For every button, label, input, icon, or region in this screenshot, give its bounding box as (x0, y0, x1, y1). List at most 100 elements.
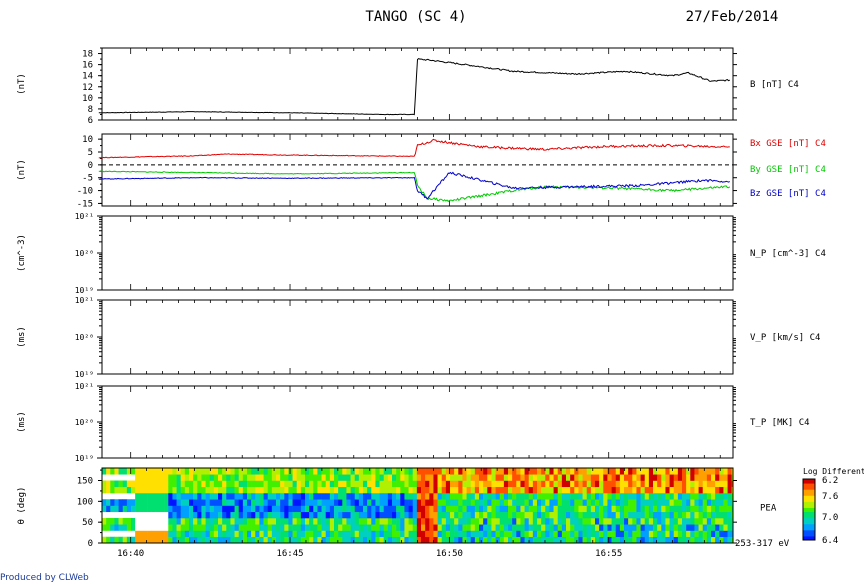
heatmap-cell (238, 530, 244, 538)
heatmap-cell (176, 480, 182, 488)
heatmap-cell (445, 499, 451, 506)
log-panel-ylabel: (ms) (17, 411, 27, 433)
heatmap-cell (234, 493, 240, 500)
heatmap-cell (317, 493, 322, 500)
heatmap-cell (230, 480, 235, 488)
heatmap-cell (723, 493, 728, 500)
heatmap-cell (640, 499, 646, 506)
heatmap-cell (677, 468, 683, 475)
heatmap-cell (524, 468, 530, 475)
heatmap-cell (126, 518, 132, 525)
heatmap-cell (184, 518, 190, 525)
y-tick-label: 10²⁰ (75, 418, 94, 427)
heatmap-cell (516, 518, 521, 525)
heatmap-cell (230, 474, 235, 481)
heatmap-cell (317, 530, 322, 538)
heatmap-cell (437, 480, 443, 488)
heatmap-cell (392, 536, 397, 544)
heatmap-cell (590, 499, 596, 506)
heatmap-cell (338, 524, 343, 531)
heatmap-cell (677, 480, 683, 488)
heatmap-cell (686, 518, 691, 525)
heatmap-cell (313, 518, 318, 525)
heatmap-cell (180, 536, 186, 544)
heatmap-cell (445, 486, 451, 494)
heatmap-cell (615, 499, 621, 506)
heatmap-cell (255, 518, 260, 525)
heatmap-cell (180, 511, 186, 519)
heatmap-cell (702, 511, 708, 519)
heatmap-cell (669, 486, 675, 494)
heatmap-cell (698, 518, 704, 525)
heatmap-cell (586, 524, 592, 531)
heatmap-cell (632, 536, 637, 544)
heatmap-cell (325, 524, 331, 531)
heatmap-cell (197, 493, 202, 500)
heatmap-cell (561, 474, 567, 481)
heatmap-cell (690, 474, 695, 481)
heatmap-cell (226, 511, 231, 519)
heatmap-cell (247, 493, 252, 500)
heatmap-cell (532, 530, 538, 538)
heatmap-cell (466, 480, 472, 488)
heatmap-cell (118, 518, 124, 525)
heatmap-cell (698, 486, 704, 494)
heatmap-cell (719, 530, 724, 538)
heatmap-cell (549, 474, 554, 481)
heatmap-cell (222, 505, 227, 513)
heatmap-cell (160, 518, 165, 525)
heatmap-cell (611, 486, 617, 494)
heatmap-cell (251, 480, 256, 488)
heatmap-cell (553, 530, 559, 538)
heatmap-cell (541, 530, 546, 538)
heatmap-cell (300, 524, 306, 531)
heatmap-cell (537, 511, 542, 519)
series-label: T_P [MK] C4 (750, 418, 810, 428)
heatmap-cell (698, 530, 704, 538)
log-panel-ylabel: (cm^-3) (17, 234, 27, 272)
heatmap-cell (226, 493, 231, 500)
heatmap-cell (325, 499, 331, 506)
heatmap-cell (408, 468, 414, 475)
heatmap-cell (180, 474, 186, 481)
heatmap-cell (189, 499, 194, 506)
heatmap-cell (508, 518, 513, 525)
heatmap-cell (102, 518, 107, 525)
heatmap-cell (524, 505, 530, 513)
heatmap-cell (296, 536, 302, 544)
heatmap-cell (615, 486, 621, 494)
heatmap-cell (292, 524, 298, 531)
heatmap-cell (665, 468, 670, 475)
heatmap-cell (474, 505, 480, 513)
heatmap-cell (607, 524, 612, 531)
heatmap-cell (599, 524, 604, 531)
heatmap-cell (387, 518, 393, 525)
heatmap-cell (350, 493, 356, 500)
heatmap-cell (396, 480, 401, 488)
y-tick-label: 10²⁰ (75, 249, 94, 258)
heatmap-cell (209, 536, 215, 544)
heatmap-cell (334, 530, 339, 538)
heatmap-cell (437, 524, 443, 531)
heatmap-cell (516, 480, 521, 488)
heatmap-cell (470, 536, 476, 544)
heatmap-cell (723, 536, 728, 544)
y-tick-label: 16 (82, 61, 93, 71)
heatmap-cell (139, 468, 144, 475)
heatmap-cell (727, 486, 733, 494)
heatmap-cell (541, 468, 546, 475)
heatmap-cell (619, 530, 625, 538)
heatmap-cell (528, 511, 534, 519)
heatmap-cell (719, 511, 724, 519)
heatmap-cell (466, 536, 472, 544)
heatmap-cell (541, 524, 546, 531)
heatmap-cell (209, 499, 215, 506)
heatmap-cell (276, 511, 281, 519)
heatmap-cell (164, 530, 169, 538)
heatmap-cell (102, 524, 107, 531)
heatmap-cell (180, 468, 186, 475)
heatmap-cell (433, 486, 438, 494)
heatmap-cell (466, 474, 472, 481)
heatmap-cell (222, 518, 227, 525)
heatmap-cell (636, 474, 641, 481)
